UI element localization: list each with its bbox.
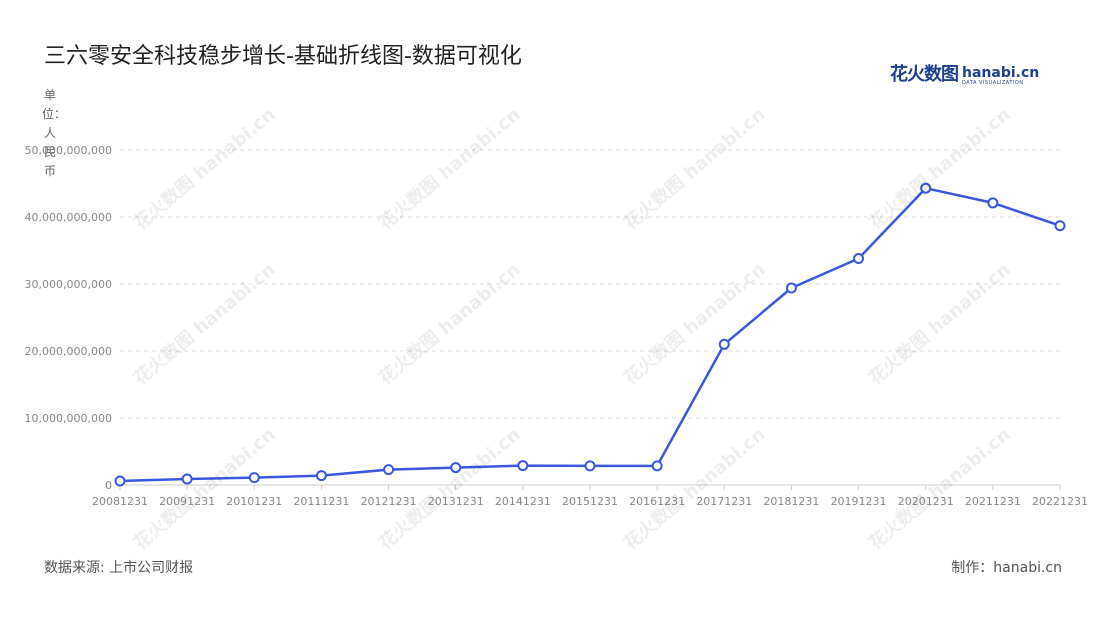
x-tick-label: 20161231 [629, 495, 685, 508]
logo-en-text: hanabi.cn [962, 65, 1040, 81]
data-point [920, 182, 932, 194]
x-tick-label: 20171231 [696, 495, 752, 508]
data-point [785, 282, 797, 294]
data-point [181, 473, 193, 485]
x-tick-label: 20091231 [159, 495, 215, 508]
data-point [450, 462, 462, 474]
data-point [718, 338, 730, 350]
data-point [114, 475, 126, 487]
y-tick-label: 40,000,000,000 [25, 211, 112, 224]
x-tick-label: 20141231 [495, 495, 551, 508]
axis-layer [119, 484, 1061, 490]
x-tick-label: 20201231 [898, 495, 954, 508]
tick-label-layer: 0 10,000,000,000 20,000,000,000 30,000,000,… [25, 144, 1088, 508]
logo-sub-text: DATA VISUALIZATION [962, 80, 1024, 86]
x-tick-label: 20181231 [763, 495, 819, 508]
x-tick-label: 20121231 [361, 495, 417, 508]
series-layer [114, 182, 1066, 487]
data-point [1054, 220, 1066, 232]
data-point [651, 460, 663, 472]
logo-en-group: hanabi.cn DATA VISUALIZATION [962, 66, 1039, 86]
data-point [248, 472, 260, 484]
x-tick-label: 20151231 [562, 495, 618, 508]
y-tick-label: 20,000,000,000 [25, 345, 112, 358]
chart-title: 三六零安全科技稳步增长-基础折线图-数据可视化 [44, 44, 522, 69]
data-point [383, 464, 395, 476]
data-point [584, 460, 596, 472]
data-point [517, 460, 529, 472]
x-tick-label: 20111231 [293, 495, 349, 508]
grid-layer [120, 149, 1060, 419]
y-tick-label: 0 [105, 479, 112, 492]
logo-cn-text: 花火数图 [890, 64, 959, 85]
data-point [315, 470, 327, 482]
maker-credit: 制作：hanabi.cn [951, 560, 1062, 576]
x-tick-label: 20221231 [1032, 495, 1088, 508]
data-source-note: 数据来源: 上市公司财报 [44, 560, 194, 576]
x-tick-label: 20131231 [428, 495, 484, 508]
x-tick-label: 20101231 [226, 495, 282, 508]
data-point [853, 253, 865, 265]
x-tick-label: 20211231 [965, 495, 1021, 508]
series-line [119, 186, 1061, 483]
y-tick-label: 10,000,000,000 [25, 412, 112, 425]
x-tick-label: 20191231 [831, 495, 887, 508]
data-point [987, 197, 999, 209]
hanabi-logo: 花火数图 hanabi.cn DATA VISUALIZATION [890, 58, 1039, 86]
y-tick-label: 50,000,000,000 [25, 144, 112, 157]
x-tick-label: 20081231 [92, 495, 148, 508]
y-tick-label: 30,000,000,000 [25, 278, 112, 291]
